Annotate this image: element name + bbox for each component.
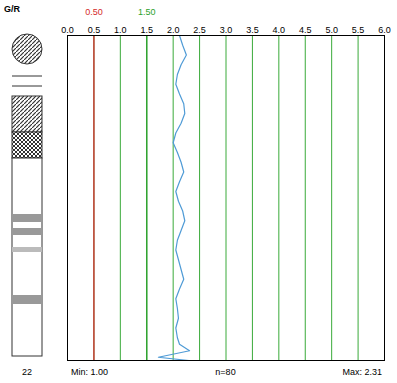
svg-text:1.0: 1.0 [114, 25, 127, 35]
svg-text:n=80: n=80 [215, 367, 235, 377]
svg-text:22: 22 [22, 367, 32, 377]
svg-text:5.0: 5.0 [325, 25, 338, 35]
svg-text:6.0: 6.0 [378, 25, 391, 35]
svg-text:3.5: 3.5 [246, 25, 259, 35]
svg-text:2.0: 2.0 [167, 25, 180, 35]
svg-text:4.5: 4.5 [299, 25, 312, 35]
svg-text:G/R: G/R [4, 4, 21, 14]
svg-text:0.50: 0.50 [85, 7, 103, 17]
svg-text:3.0: 3.0 [220, 25, 233, 35]
svg-text:1.50: 1.50 [138, 7, 156, 17]
svg-text:Max: 2.31: Max: 2.31 [342, 367, 382, 377]
svg-text:5.5: 5.5 [352, 25, 365, 35]
svg-text:2.5: 2.5 [193, 25, 206, 35]
svg-text:0.0: 0.0 [61, 25, 74, 35]
svg-text:0.5: 0.5 [88, 25, 101, 35]
svg-text:1.5: 1.5 [140, 25, 153, 35]
svg-text:Min: 1.00: Min: 1.00 [71, 367, 108, 377]
svg-text:4.0: 4.0 [273, 25, 286, 35]
